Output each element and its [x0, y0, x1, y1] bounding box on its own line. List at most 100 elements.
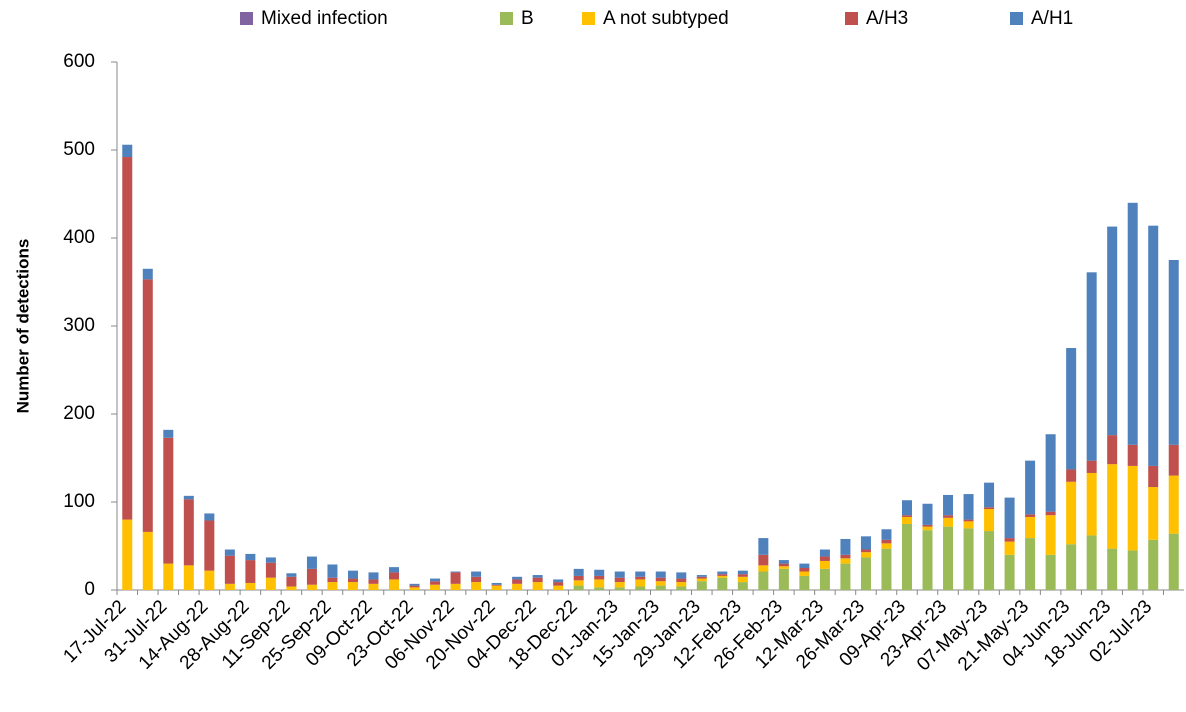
bar-segment: [532, 582, 543, 590]
bar-segment: [758, 554, 769, 566]
bar-segment: [430, 578, 441, 582]
legend-swatch: [240, 12, 253, 25]
bar-segment: [901, 516, 912, 524]
y-tick-label: 400: [63, 227, 95, 248]
y-tick-label: 100: [63, 491, 95, 512]
bar-segment: [327, 577, 338, 583]
bar-segment: [347, 582, 358, 590]
bar-segment: [922, 526, 933, 531]
bar-segment: [594, 587, 605, 590]
bar-segment: [1107, 548, 1118, 590]
bar-segment: [573, 580, 584, 586]
bar-segment: [491, 584, 502, 586]
bar-segment: [1127, 465, 1138, 551]
legend-swatch: [500, 12, 513, 25]
bar-segment: [1148, 487, 1159, 540]
bar-segment: [696, 578, 707, 582]
bar-segment: [594, 569, 605, 576]
bar-segment: [245, 560, 256, 583]
y-tick-label: 600: [63, 51, 95, 72]
bar-segment: [306, 584, 317, 590]
bar-segment: [799, 571, 810, 576]
bar-segment: [840, 554, 851, 559]
bar-segment: [614, 577, 625, 583]
bar-segment: [943, 526, 954, 590]
bar-segment: [819, 560, 830, 569]
bar-segment: [327, 582, 338, 590]
legend-swatch: [582, 12, 595, 25]
bar-segment: [635, 586, 646, 590]
bar-segment: [163, 437, 174, 564]
bar-segment: [799, 575, 810, 590]
bar-segment: [840, 558, 851, 564]
bar-segment: [676, 586, 687, 590]
bar-segment: [778, 566, 789, 569]
bar-segment: [1045, 554, 1056, 590]
bar-segment: [860, 552, 871, 558]
bar-segment: [881, 543, 892, 549]
bar-segment: [553, 585, 564, 590]
bar-segment: [1168, 475, 1179, 534]
bar-segment: [655, 581, 666, 586]
bar-segment: [860, 549, 871, 553]
bar-segment: [696, 576, 707, 579]
bar-segment: [122, 144, 133, 158]
bar-segment: [943, 494, 954, 516]
bar-segment: [265, 577, 276, 590]
bar-segment: [347, 570, 358, 579]
bar-segment: [368, 572, 379, 580]
bar-segment: [1127, 444, 1138, 466]
y-tick-label: 300: [63, 315, 95, 336]
bar-segment: [655, 585, 666, 590]
bar-segment: [573, 575, 584, 581]
bar-segment: [737, 574, 748, 577]
bar-segment: [984, 509, 995, 532]
bar-segment: [430, 581, 441, 585]
bar-segment: [614, 571, 625, 578]
legend-label: A not subtyped: [603, 8, 729, 29]
bar-segment: [717, 574, 728, 576]
bar-segment: [901, 515, 912, 517]
bar-segment: [778, 568, 789, 590]
bar-segment: [696, 581, 707, 590]
bar-segment: [512, 579, 523, 584]
bar-segment: [368, 583, 379, 590]
bar-segment: [737, 582, 748, 590]
bar-segment: [901, 500, 912, 516]
bar-segment: [778, 560, 789, 564]
y-tick-label: 500: [63, 139, 95, 160]
bar-segment: [471, 582, 482, 590]
bar-segment: [1004, 497, 1015, 539]
bar-segment: [204, 520, 215, 571]
bar-segment: [512, 583, 523, 590]
bar-segment: [306, 568, 317, 585]
bar-segment: [635, 576, 646, 580]
bar-segment: [737, 570, 748, 575]
bar-segment: [963, 528, 974, 590]
bar-segment: [1086, 472, 1097, 536]
bar-segment: [676, 572, 687, 579]
bar-segment: [1086, 535, 1097, 590]
bar-segment: [594, 575, 605, 580]
bar-segment: [224, 549, 235, 556]
bar-segment: [963, 521, 974, 529]
bar-segment: [532, 575, 543, 578]
bar-segment: [819, 549, 830, 557]
y-axis-title: Number of detections: [13, 239, 32, 414]
bar-segment: [635, 579, 646, 587]
bar-segment: [142, 268, 153, 280]
bar-segment: [122, 157, 133, 520]
bar-segment: [922, 503, 933, 525]
bar-segment: [717, 575, 728, 578]
bar-segment: [286, 573, 297, 577]
bar-segment: [1066, 469, 1077, 482]
bar-segment: [778, 563, 789, 567]
bar-segment: [409, 585, 420, 588]
bar-segment: [1025, 516, 1036, 539]
bar-segment: [347, 578, 358, 583]
legend-swatch: [845, 12, 858, 25]
bar-segment: [389, 567, 400, 573]
bar-segment: [799, 563, 810, 568]
bar-segment: [696, 575, 707, 577]
bar-segment: [450, 571, 461, 573]
